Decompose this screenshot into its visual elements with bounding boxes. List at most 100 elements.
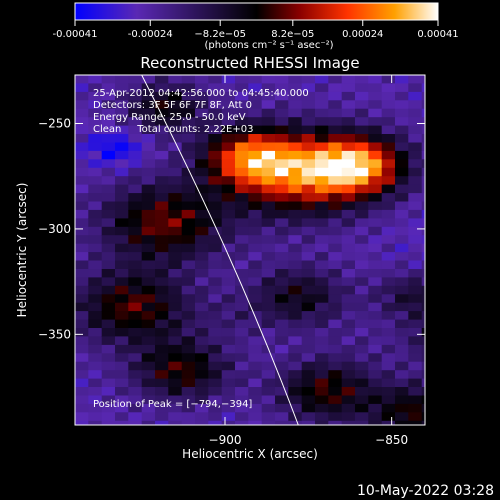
heatmap-cell xyxy=(168,243,183,253)
heatmap-cell xyxy=(261,226,276,236)
heatmap-cell xyxy=(128,353,143,363)
heatmap-cell xyxy=(128,294,143,304)
heatmap-cell xyxy=(155,260,169,270)
heatmap-cell xyxy=(208,395,223,405)
heatmap-cell xyxy=(395,176,409,186)
heatmap-cell xyxy=(88,412,103,422)
heatmap-cell xyxy=(328,243,343,253)
heatmap-cell xyxy=(141,209,156,219)
heatmap-cell xyxy=(181,252,196,262)
heatmap-cell xyxy=(275,420,289,425)
heatmap-cell xyxy=(261,353,276,363)
heatmap-cell xyxy=(208,319,223,329)
heatmap-cell xyxy=(315,235,329,245)
heatmap-cell xyxy=(168,302,183,312)
x-tick-label: −850 xyxy=(375,433,408,447)
heatmap-cell xyxy=(395,83,409,93)
heatmap-cell xyxy=(88,125,103,135)
heatmap-cell xyxy=(88,117,103,127)
heatmap-cell xyxy=(408,125,423,135)
heatmap-cell xyxy=(88,142,103,152)
heatmap-cell xyxy=(341,75,356,84)
heatmap-cell xyxy=(341,403,356,413)
heatmap-cell xyxy=(195,361,209,371)
heatmap-cell xyxy=(408,108,423,118)
heatmap-cell xyxy=(181,150,196,160)
heatmap-cell xyxy=(221,108,236,118)
heatmap-cell xyxy=(181,226,196,236)
heatmap-cell xyxy=(88,387,103,396)
heatmap-cell xyxy=(195,403,209,413)
heatmap-cell xyxy=(181,142,196,152)
heatmap-cell xyxy=(181,302,196,312)
heatmap-cell xyxy=(435,100,449,109)
heatmap-cell xyxy=(381,201,396,211)
heatmap-cell xyxy=(75,108,89,118)
heatmap-cell xyxy=(341,201,356,211)
heatmap-cell xyxy=(88,100,103,110)
heatmap-cell xyxy=(408,159,423,169)
heatmap-cell xyxy=(328,176,343,186)
heatmap-cell xyxy=(408,403,423,413)
heatmap-cell xyxy=(395,218,409,228)
heatmap-cell xyxy=(341,344,356,354)
heatmap-cell xyxy=(75,91,89,101)
heatmap-cell xyxy=(195,117,209,127)
heatmap-cell xyxy=(315,403,329,413)
heatmap-cell xyxy=(181,361,196,371)
heatmap-cell xyxy=(395,108,409,118)
heatmap-cell xyxy=(301,176,316,186)
heatmap-cell xyxy=(141,252,156,262)
heatmap-cell xyxy=(235,142,249,152)
heatmap-cell xyxy=(275,226,289,236)
heatmap-cell xyxy=(341,142,356,152)
heatmap-cell xyxy=(408,226,423,236)
heatmap-cell xyxy=(288,277,303,287)
heatmap-cell xyxy=(195,285,209,295)
heatmap-cell xyxy=(301,344,316,354)
heatmap-cell xyxy=(235,420,249,425)
heatmap-cell xyxy=(408,235,423,245)
heatmap-cell xyxy=(421,117,425,127)
heatmap-cell xyxy=(355,201,369,211)
heatmap-cell xyxy=(128,235,143,245)
heatmap-cell xyxy=(208,294,223,304)
heatmap-cell xyxy=(155,226,169,236)
heatmap-cell xyxy=(261,193,276,203)
heatmap-cell xyxy=(168,378,183,388)
heatmap-cell xyxy=(275,150,289,160)
heatmap-cell xyxy=(88,311,103,321)
colorbar-ticks: -0.00041 -0.00024 −8.2e−05 8.2e−05 0.00024 0.… xyxy=(53,20,459,40)
heatmap-cell xyxy=(301,167,316,177)
heatmap-cell xyxy=(221,370,236,380)
heatmap-cell xyxy=(221,260,236,270)
heatmap-cell xyxy=(408,100,423,110)
heatmap-cell xyxy=(235,91,249,101)
heatmap-cell xyxy=(435,210,449,219)
heatmap-cell xyxy=(315,378,329,388)
heatmap-cell xyxy=(141,370,156,380)
heatmap-cell xyxy=(288,395,303,405)
heatmap-cell xyxy=(355,260,369,270)
heatmap-cell xyxy=(75,336,89,346)
heatmap-cell xyxy=(75,412,89,422)
y-axis-label: Heliocentric Y (arcsec) xyxy=(15,183,29,318)
heatmap-cell xyxy=(381,142,396,152)
heatmap-cell xyxy=(288,159,303,169)
heatmap-cell xyxy=(435,396,449,405)
heatmap-cell xyxy=(141,100,156,110)
heatmap-cell xyxy=(235,395,249,405)
heatmap-cell xyxy=(101,184,116,194)
heatmap-cell xyxy=(368,294,383,304)
heatmap-cell xyxy=(168,336,183,346)
heatmap-cell xyxy=(195,319,209,329)
heatmap-cell xyxy=(261,319,276,329)
heatmap-cell xyxy=(181,336,196,346)
heatmap-cell xyxy=(128,142,143,152)
heatmap-cell xyxy=(408,370,423,380)
heatmap-cell xyxy=(235,100,249,110)
heatmap-cell xyxy=(261,235,276,245)
heatmap-cell xyxy=(141,184,156,194)
heatmap-cell xyxy=(381,83,396,93)
heatmap-cell xyxy=(235,83,249,93)
